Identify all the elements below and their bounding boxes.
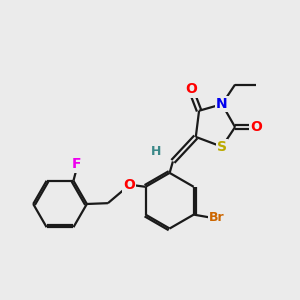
Text: F: F — [72, 158, 82, 171]
Text: O: O — [250, 120, 262, 134]
Text: N: N — [216, 97, 228, 111]
Text: O: O — [123, 178, 135, 192]
Text: H: H — [152, 145, 162, 158]
Text: S: S — [217, 140, 227, 154]
Text: O: O — [185, 82, 197, 97]
Text: Br: Br — [209, 212, 225, 224]
